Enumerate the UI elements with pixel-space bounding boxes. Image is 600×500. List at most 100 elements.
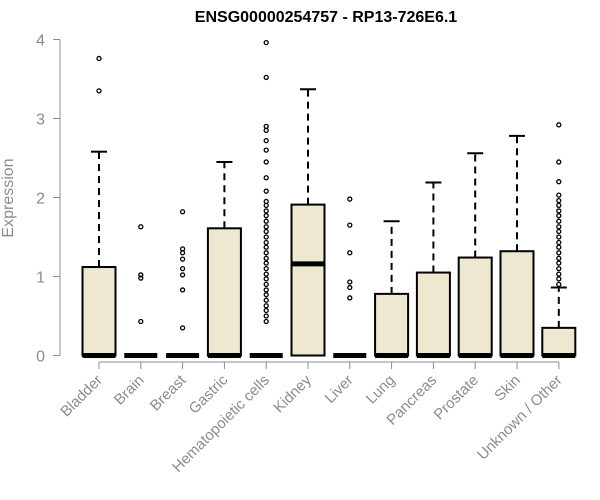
outlier-point [179, 272, 186, 278]
outlier-point [347, 196, 353, 202]
box-series [81, 40, 577, 358]
outlier-point [263, 74, 269, 81]
outlier-point [556, 234, 562, 240]
x-tick-label: Lung [363, 372, 399, 408]
box-rect [415, 271, 451, 357]
outlier-point [263, 281, 269, 288]
outlier-point [263, 159, 269, 165]
x-tick-label: Skin [491, 372, 524, 405]
outlier-point [263, 292, 269, 298]
outlier-point [263, 303, 269, 309]
outlier-point [556, 244, 562, 250]
outlier-point [138, 318, 144, 325]
outlier-point [263, 297, 269, 303]
outlier-point [263, 234, 269, 240]
y-tick-label: 0 [36, 349, 45, 366]
box-group [249, 40, 283, 358]
box-group [206, 160, 242, 358]
outlier-point [263, 244, 269, 250]
box-group [415, 181, 451, 358]
outlier-point [263, 260, 269, 266]
outlier-point [347, 279, 353, 285]
x-tick-label: Bladder [57, 372, 106, 421]
box-group [166, 209, 200, 358]
outlier-point [556, 202, 562, 209]
outlier-point [556, 198, 562, 204]
outlier-point [263, 276, 269, 282]
outlier-point [263, 228, 269, 235]
outlier-point [263, 287, 269, 293]
outlier-point [263, 147, 269, 153]
box-rect [81, 266, 117, 357]
y-tick-label: 2 [36, 191, 45, 208]
box-group [333, 196, 367, 358]
outlier-point [263, 123, 269, 130]
box-rect [374, 292, 410, 357]
outlier-point [96, 88, 102, 94]
outlier-point [347, 250, 353, 256]
outlier-point [263, 40, 269, 46]
box-rect [206, 227, 242, 357]
outlier-point [263, 239, 269, 246]
x-tick-label: Kidney [270, 371, 315, 416]
outlier-point [556, 281, 562, 288]
outlier-point [179, 209, 186, 215]
outlier-point [263, 265, 269, 272]
outlier-point [556, 265, 562, 272]
outlier-point [263, 208, 269, 214]
outlier-point [263, 255, 269, 261]
outlier-point [556, 218, 562, 224]
box-rect [499, 250, 535, 357]
outlier-point [179, 287, 186, 293]
y-axis: 0 1 2 3 4 [36, 33, 61, 366]
y-axis-label: Expression [0, 158, 17, 237]
outlier-point [556, 228, 562, 235]
chart-title: ENSG00000254757 - RP13-726E6.1 [195, 9, 458, 26]
outlier-point [263, 307, 269, 314]
box-rect [541, 326, 577, 357]
outlier-point [556, 255, 562, 261]
outlier-point [263, 313, 269, 319]
outlier-point [263, 198, 269, 205]
y-tick-label: 4 [36, 33, 45, 50]
box-group [499, 134, 535, 358]
outlier-point [347, 222, 353, 228]
box-rect [457, 256, 493, 357]
outlier-point [556, 208, 562, 214]
outlier-point [347, 295, 353, 301]
box-group [124, 224, 158, 358]
outlier-point [347, 284, 353, 291]
outlier-point [556, 250, 562, 256]
x-tick-label: Breast [147, 371, 190, 414]
outlier-point [556, 159, 562, 165]
outlier-point [179, 246, 186, 252]
outlier-point [556, 260, 562, 266]
outlier-point [556, 271, 562, 277]
outlier-point [263, 318, 269, 325]
outlier-point [263, 218, 269, 224]
outlier-point [179, 265, 186, 272]
outlier-point [138, 224, 144, 230]
outlier-point [263, 213, 269, 219]
outlier-point [556, 239, 562, 246]
box-group [457, 152, 493, 358]
outlier-point [556, 213, 562, 219]
outlier-point [179, 256, 186, 262]
outlier-point [556, 276, 562, 282]
outlier-point [263, 188, 269, 194]
outlier-point [96, 55, 102, 62]
outlier-point [263, 224, 269, 230]
outlier-point [556, 192, 562, 198]
outlier-point [556, 122, 562, 128]
box-group [290, 88, 326, 357]
outlier-point [556, 224, 562, 230]
y-tick-label: 1 [36, 270, 45, 287]
outlier-point [263, 250, 269, 256]
outlier-point [556, 179, 562, 185]
outlier-point [179, 325, 186, 331]
box-group [541, 122, 577, 358]
box-group [374, 220, 410, 358]
outlier-point [263, 175, 269, 181]
outlier-point [138, 275, 144, 281]
